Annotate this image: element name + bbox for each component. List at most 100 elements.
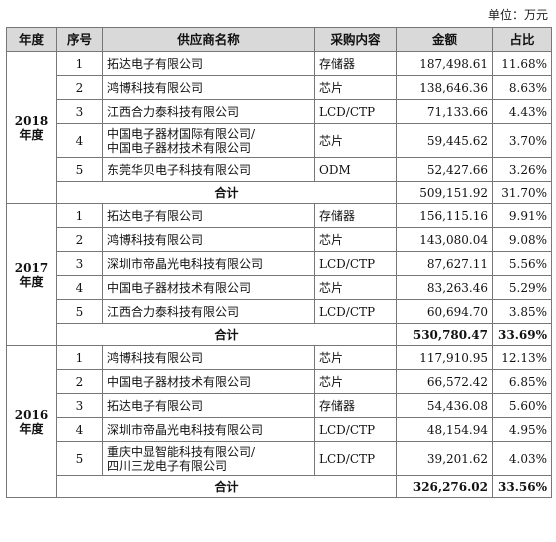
category-cell: LCD/CTP bbox=[314, 441, 397, 476]
amount-cell: 87,627.11 bbox=[396, 251, 493, 276]
seq-cell: 2 bbox=[56, 75, 103, 100]
seq-cell: 5 bbox=[56, 299, 103, 324]
category-cell: 芯片 bbox=[314, 227, 397, 252]
year-suffix: 年度 bbox=[19, 127, 44, 142]
amount-cell: 48,154.94 bbox=[396, 417, 493, 442]
supplier-name-line: 中国电子器材国际有限公司/ bbox=[107, 126, 256, 141]
table-row: 4 深圳市帝晶光电科技有限公司 LCD/CTP 48,154.94 4.95% bbox=[7, 417, 552, 442]
share-cell: 4.95% bbox=[492, 417, 552, 442]
table-row: 2017 年度 1 拓达电子有限公司 存储器 156,115.16 9.91% bbox=[6, 203, 552, 346]
year-cell: 2016 年度 bbox=[6, 345, 57, 498]
amount-cell: 83,263.46 bbox=[396, 275, 493, 300]
share-cell: 3.26% bbox=[492, 157, 552, 182]
header-share: 占比 bbox=[492, 27, 552, 52]
seq-cell: 4 bbox=[56, 417, 103, 442]
table-row: 2016 年度 1 鸿博科技有限公司 芯片 117,910.95 12.13% bbox=[6, 345, 552, 498]
table-row: 5 江西合力泰科技有限公司 LCD/CTP 60,694.70 3.85% bbox=[7, 299, 552, 324]
amount-cell: 54,436.08 bbox=[396, 393, 493, 418]
supplier-name-line: 东莞华贝电子科技有限公司 bbox=[107, 162, 252, 177]
amount-cell: 39,201.62 bbox=[396, 441, 493, 476]
supplier-name-cell: 鸿博科技有限公司 bbox=[102, 227, 315, 252]
seq-cell: 1 bbox=[56, 345, 103, 370]
share-cell: 6.85% bbox=[492, 369, 552, 394]
supplier-name-cell: 江西合力泰科技有限公司 bbox=[102, 299, 315, 324]
header-amount: 金额 bbox=[396, 27, 493, 52]
header-category: 采购内容 bbox=[314, 27, 397, 52]
share-cell: 5.60% bbox=[492, 393, 552, 418]
table-row: 2 鸿博科技有限公司 芯片 138,646.36 8.63% bbox=[7, 75, 552, 100]
category-cell: 芯片 bbox=[314, 75, 397, 100]
subtotal-label: 合计 bbox=[56, 181, 397, 204]
supplier-name-cell: 鸿博科技有限公司 bbox=[102, 75, 315, 100]
category-cell: LCD/CTP bbox=[314, 417, 397, 442]
subtotal-label: 合计 bbox=[56, 323, 397, 346]
supplier-name-line: 中国电子器材技术有限公司 bbox=[107, 280, 252, 295]
supplier-name-line: 鸿博科技有限公司 bbox=[107, 232, 204, 247]
supplier-name-line: 拓达电子有限公司 bbox=[107, 398, 204, 413]
category-cell: 芯片 bbox=[314, 369, 397, 394]
supplier-name-cell: 重庆中显智能科技有限公司/四川三龙电子有限公司 bbox=[102, 441, 315, 476]
subtotal-label: 合计 bbox=[56, 475, 397, 498]
supplier-name-line: 江西合力泰科技有限公司 bbox=[107, 304, 240, 319]
supplier-name-cell: 拓达电子有限公司 bbox=[102, 203, 315, 228]
subtotal-amount: 326,276.02 bbox=[396, 475, 493, 498]
amount-cell: 187,498.61 bbox=[396, 51, 493, 76]
year-number: 2017 bbox=[14, 260, 49, 275]
supplier-name-line: 鸿博科技有限公司 bbox=[107, 80, 204, 95]
supplier-name-line: 拓达电子有限公司 bbox=[107, 56, 204, 71]
supplier-name-line: 重庆中显智能科技有限公司/ bbox=[107, 444, 256, 459]
share-cell: 8.63% bbox=[492, 75, 552, 100]
year-suffix: 年度 bbox=[19, 274, 44, 289]
header-supplier: 供应商名称 bbox=[102, 27, 315, 52]
subtotal-amount: 530,780.47 bbox=[396, 323, 493, 346]
supplier-name-line: 拓达电子有限公司 bbox=[107, 208, 204, 223]
supplier-name-cell: 中国电子器材技术有限公司 bbox=[102, 369, 315, 394]
subtotal-row: 合计 530,780.47 33.69% bbox=[7, 323, 552, 346]
supplier-table: 年度 序号 供应商名称 采购内容 金额 占比 2018 年度 1 拓达电子有限公司 存储… bbox=[6, 27, 552, 498]
share-cell: 4.43% bbox=[492, 99, 552, 124]
amount-cell: 117,910.95 bbox=[396, 345, 493, 370]
amount-cell: 59,445.62 bbox=[396, 123, 493, 158]
supplier-name-cell: 拓达电子有限公司 bbox=[102, 393, 315, 418]
subtotal-share: 33.56% bbox=[492, 475, 552, 498]
supplier-name-cell: 中国电子器材技术有限公司 bbox=[102, 275, 315, 300]
share-cell: 3.85% bbox=[492, 299, 552, 324]
header-year: 年度 bbox=[6, 27, 57, 52]
amount-cell: 71,133.66 bbox=[396, 99, 493, 124]
supplier-name-line: 江西合力泰科技有限公司 bbox=[107, 104, 240, 119]
year-number: 2018 bbox=[14, 113, 49, 128]
seq-cell: 5 bbox=[56, 157, 103, 182]
table-row: 3 深圳市帝晶光电科技有限公司 LCD/CTP 87,627.11 5.56% bbox=[7, 251, 552, 276]
category-cell: 芯片 bbox=[314, 275, 397, 300]
category-cell: LCD/CTP bbox=[314, 299, 397, 324]
supplier-name-cell: 中国电子器材国际有限公司/中国电子器材技术有限公司 bbox=[102, 123, 315, 158]
subtotal-amount: 509,151.92 bbox=[396, 181, 493, 204]
table-row: 2018 年度 1 拓达电子有限公司 存储器 187,498.61 11.68% bbox=[6, 51, 552, 204]
supplier-name-line: 中国电子器材技术有限公司 bbox=[107, 374, 252, 389]
share-cell: 5.56% bbox=[492, 251, 552, 276]
share-cell: 11.68% bbox=[492, 51, 552, 76]
category-cell: 存储器 bbox=[314, 203, 397, 228]
share-cell: 5.29% bbox=[492, 275, 552, 300]
table-row: 3 江西合力泰科技有限公司 LCD/CTP 71,133.66 4.43% bbox=[7, 99, 552, 124]
supplier-name-cell: 鸿博科技有限公司 bbox=[102, 345, 315, 370]
supplier-name-cell: 深圳市帝晶光电科技有限公司 bbox=[102, 251, 315, 276]
supplier-name-cell: 拓达电子有限公司 bbox=[102, 51, 315, 76]
header-seq: 序号 bbox=[56, 27, 103, 52]
table-row: 5 东莞华贝电子科技有限公司 ODM 52,427.66 3.26% bbox=[7, 157, 552, 182]
table-row: 5 重庆中显智能科技有限公司/四川三龙电子有限公司 LCD/CTP 39,201.62… bbox=[7, 441, 552, 476]
seq-cell: 1 bbox=[56, 203, 103, 228]
category-cell: 芯片 bbox=[314, 123, 397, 158]
supplier-name-line: 四川三龙电子有限公司 bbox=[107, 458, 228, 473]
subtotal-row: 合计 509,151.92 31.70% bbox=[7, 181, 552, 204]
header-row: 年度 序号 供应商名称 采购内容 金额 占比 bbox=[6, 27, 552, 52]
unit-label: 单位：万元 bbox=[487, 8, 548, 22]
seq-cell: 5 bbox=[56, 441, 103, 476]
table-row: 2 中国电子器材技术有限公司 芯片 66,572.42 6.85% bbox=[7, 369, 552, 394]
supplier-name-cell: 东莞华贝电子科技有限公司 bbox=[102, 157, 315, 182]
share-cell: 3.70% bbox=[492, 123, 552, 158]
seq-cell: 1 bbox=[56, 51, 103, 76]
seq-cell: 2 bbox=[56, 369, 103, 394]
supplier-name-line: 深圳市帝晶光电科技有限公司 bbox=[107, 256, 264, 271]
table-row: 2 鸿博科技有限公司 芯片 143,080.04 9.08% bbox=[7, 227, 552, 252]
